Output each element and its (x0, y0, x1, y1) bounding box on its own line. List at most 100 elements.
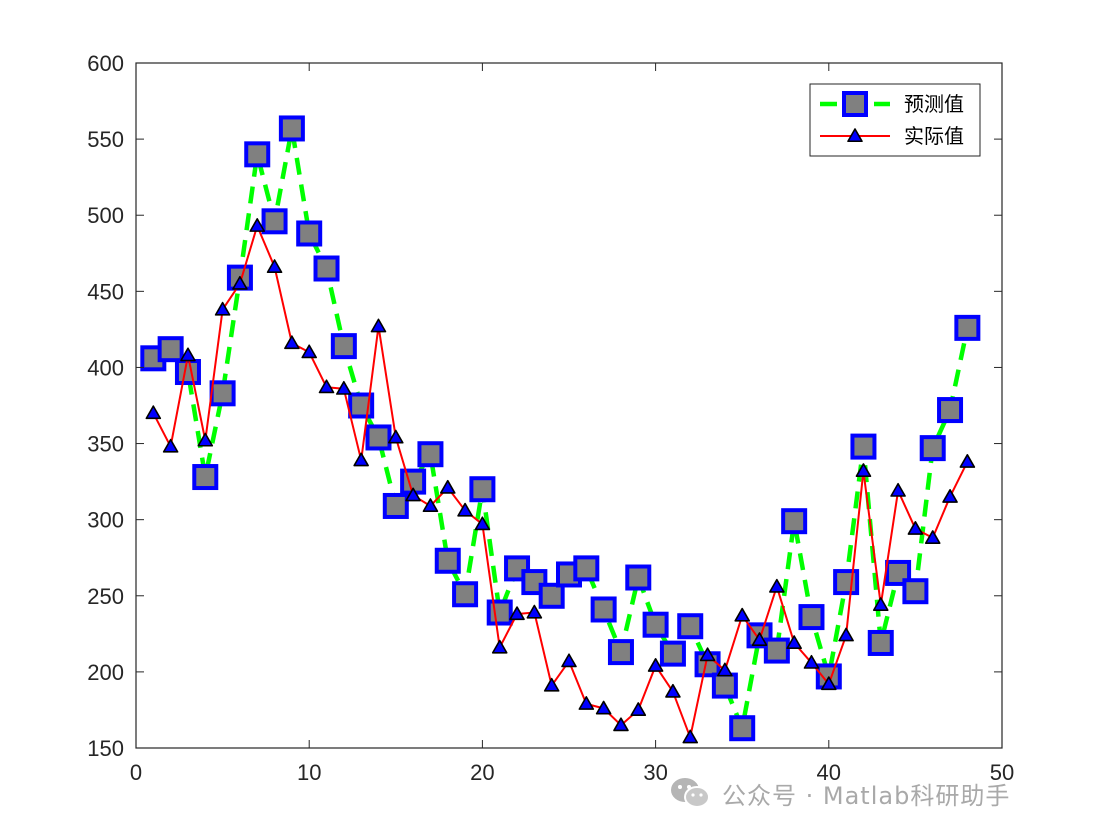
data-point (954, 314, 981, 341)
data-point (370, 318, 387, 333)
data-point (734, 607, 751, 622)
data-point (469, 476, 496, 503)
data-point (382, 492, 409, 519)
data-point (642, 611, 669, 638)
data-point (902, 578, 929, 605)
x-tick-label: 30 (643, 760, 667, 785)
watermark: 公众号 · Matlab科研助手 (668, 772, 1010, 814)
data-point (798, 604, 825, 631)
y-tick-label: 450 (87, 279, 124, 304)
y-tick-label: 150 (87, 736, 124, 761)
y-tick-label: 200 (87, 660, 124, 685)
legend-item: 预测值 (820, 91, 964, 117)
data-point (162, 438, 179, 453)
data-point (509, 606, 525, 621)
plot-background (136, 63, 1002, 748)
y-tick-label: 550 (87, 127, 124, 152)
data-point (665, 683, 681, 698)
axes: 0 10 20 30 40 50 150 200 250 300 350 400 450 500 550 60… (87, 51, 1014, 785)
y-tick-label: 250 (87, 584, 124, 609)
data-point (867, 629, 894, 656)
data-point (590, 596, 617, 623)
data-point (803, 654, 820, 669)
x-tick-label: 50 (990, 760, 1014, 785)
x-tick-label: 0 (130, 760, 142, 785)
data-point (452, 581, 479, 608)
data-point (180, 347, 196, 362)
data-point (486, 599, 513, 626)
data-point (330, 333, 357, 360)
data-point (405, 487, 421, 502)
data-point (833, 569, 860, 596)
data-point (313, 255, 340, 282)
data-point (318, 379, 335, 394)
data-point (613, 717, 629, 732)
data-point (959, 454, 976, 468)
y-tick-label: 300 (87, 508, 124, 533)
series-layer (140, 115, 981, 744)
data-point (365, 424, 392, 451)
data-point (924, 530, 941, 544)
data-point (439, 479, 456, 494)
data-point (434, 547, 461, 574)
data-point (284, 335, 300, 350)
data-point (491, 639, 508, 654)
data-point (578, 696, 595, 710)
data-point (855, 463, 872, 478)
series-line (152, 126, 970, 731)
series-2 (145, 218, 976, 744)
data-point (261, 208, 288, 235)
data-point (607, 639, 634, 666)
data-point (387, 429, 404, 444)
series-line (152, 224, 969, 739)
data-point (543, 677, 560, 692)
data-point (937, 397, 964, 424)
data-point (763, 637, 790, 664)
data-point (786, 635, 802, 650)
data-point (301, 344, 318, 359)
data-point (647, 657, 664, 672)
legend-label: 预测值 (904, 92, 964, 116)
data-point (850, 433, 877, 460)
data-point (214, 301, 231, 316)
data-point (561, 653, 577, 668)
data-point (232, 275, 248, 290)
data-point (474, 516, 491, 531)
series-1 (140, 115, 981, 742)
axes-box (135, 62, 1003, 749)
x-tick-label: 10 (297, 760, 321, 785)
data-point (278, 115, 305, 142)
data-point (872, 597, 889, 611)
data-point (538, 582, 565, 609)
data-point (145, 405, 162, 420)
data-point (659, 640, 686, 667)
data-point (595, 700, 612, 715)
data-point (769, 578, 785, 593)
data-point (157, 336, 184, 363)
data-point (729, 715, 756, 742)
data-point (336, 380, 352, 395)
legend-marker (847, 128, 863, 143)
y-tick-label: 400 (87, 355, 124, 380)
data-point (192, 464, 219, 491)
data-point (919, 435, 946, 462)
data-point (711, 672, 738, 699)
legend-label: 实际值 (904, 124, 964, 148)
data-point (717, 662, 733, 677)
legend-box (809, 83, 981, 157)
data-point (890, 482, 906, 497)
legend-marker (842, 91, 868, 117)
data-point (573, 555, 600, 582)
data-point (422, 498, 439, 513)
x-tick-label: 40 (817, 760, 841, 785)
data-point (625, 564, 652, 591)
data-point (838, 627, 854, 642)
data-point (677, 613, 704, 640)
y-tick-label: 500 (87, 203, 124, 228)
data-point (526, 604, 543, 619)
y-tick-label: 350 (87, 432, 124, 457)
data-point (457, 502, 473, 517)
data-point (197, 432, 214, 447)
data-point (174, 359, 201, 386)
